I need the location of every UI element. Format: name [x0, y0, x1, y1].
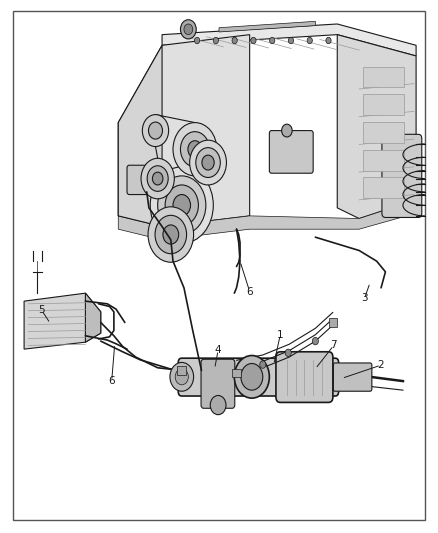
Circle shape — [241, 364, 263, 390]
Text: 6: 6 — [246, 287, 253, 296]
Circle shape — [307, 37, 312, 44]
Circle shape — [184, 24, 193, 35]
Circle shape — [175, 369, 188, 385]
Text: 6: 6 — [108, 376, 115, 386]
Circle shape — [202, 155, 214, 170]
Circle shape — [251, 37, 256, 44]
Polygon shape — [162, 24, 416, 56]
Circle shape — [260, 361, 266, 368]
Circle shape — [234, 356, 269, 398]
Circle shape — [194, 37, 200, 44]
Bar — [177, 366, 186, 375]
Circle shape — [180, 132, 209, 167]
Circle shape — [312, 337, 318, 345]
Polygon shape — [219, 21, 315, 32]
Polygon shape — [118, 200, 416, 240]
Text: 7: 7 — [330, 341, 337, 350]
Circle shape — [152, 172, 163, 185]
Circle shape — [288, 37, 293, 44]
Circle shape — [150, 167, 213, 244]
Bar — [232, 369, 241, 377]
Circle shape — [269, 37, 275, 44]
Text: 1: 1 — [277, 330, 284, 340]
Polygon shape — [118, 45, 162, 227]
Text: 3: 3 — [361, 294, 368, 303]
Circle shape — [142, 115, 169, 147]
FancyBboxPatch shape — [363, 94, 404, 115]
FancyBboxPatch shape — [382, 134, 422, 217]
FancyBboxPatch shape — [269, 131, 313, 173]
Circle shape — [165, 185, 198, 225]
Circle shape — [173, 195, 191, 216]
Circle shape — [326, 37, 331, 44]
Polygon shape — [337, 35, 416, 219]
Bar — [328, 318, 337, 327]
Circle shape — [196, 148, 220, 177]
Polygon shape — [118, 35, 250, 227]
Text: 5: 5 — [38, 305, 45, 315]
FancyBboxPatch shape — [363, 150, 404, 171]
Polygon shape — [24, 293, 101, 349]
Circle shape — [148, 207, 194, 262]
Circle shape — [282, 124, 292, 137]
FancyBboxPatch shape — [276, 352, 333, 402]
FancyBboxPatch shape — [333, 363, 372, 391]
Circle shape — [213, 37, 219, 44]
Circle shape — [173, 123, 217, 176]
Polygon shape — [85, 293, 101, 342]
Circle shape — [148, 122, 162, 139]
FancyBboxPatch shape — [127, 165, 155, 195]
Circle shape — [141, 158, 174, 199]
Circle shape — [163, 225, 179, 244]
FancyBboxPatch shape — [363, 67, 404, 87]
Circle shape — [188, 141, 202, 158]
FancyBboxPatch shape — [363, 122, 404, 143]
Circle shape — [170, 362, 194, 391]
Text: 2: 2 — [378, 360, 385, 370]
FancyBboxPatch shape — [201, 359, 235, 408]
Circle shape — [190, 140, 226, 185]
Circle shape — [232, 37, 237, 44]
Circle shape — [285, 349, 291, 357]
Circle shape — [147, 166, 168, 191]
FancyBboxPatch shape — [363, 177, 404, 198]
FancyBboxPatch shape — [178, 358, 339, 396]
Circle shape — [155, 215, 187, 254]
Circle shape — [210, 395, 226, 415]
Circle shape — [180, 20, 196, 39]
Circle shape — [158, 176, 206, 235]
Text: 4: 4 — [215, 345, 222, 355]
